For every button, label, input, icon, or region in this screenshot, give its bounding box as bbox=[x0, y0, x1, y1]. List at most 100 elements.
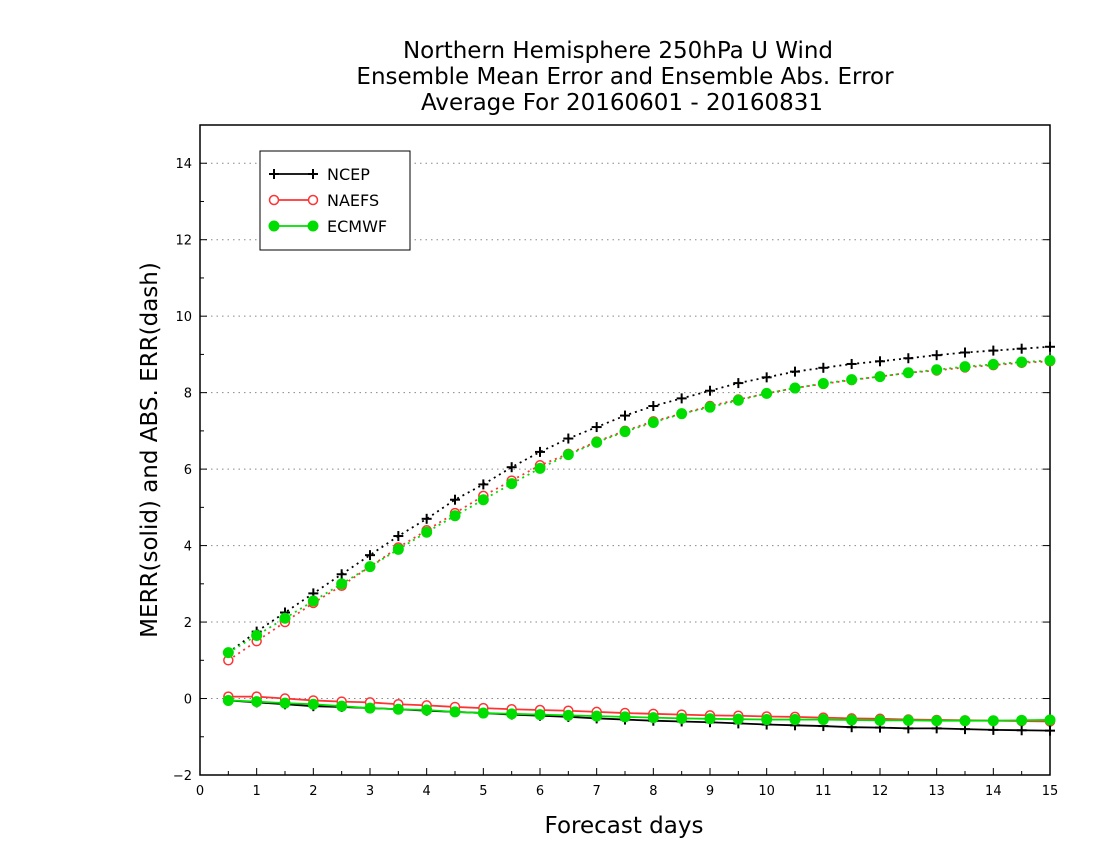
point-ncep-abs-err bbox=[931, 350, 942, 361]
point-ncep-abs-err bbox=[790, 366, 800, 377]
point-ecmwf-abs-err bbox=[676, 408, 688, 420]
point-ecmwf-mean-err bbox=[846, 714, 858, 726]
point-ecmwf-abs-err bbox=[817, 377, 829, 389]
x-tick-label: 3 bbox=[366, 784, 374, 799]
point-ncep-abs-err bbox=[988, 345, 999, 356]
point-ecmwf-mean-err bbox=[1016, 714, 1028, 726]
point-ncep-abs-err bbox=[676, 393, 687, 404]
legend: NCEP NAEFS ECMWF bbox=[259, 150, 411, 251]
point-ecmwf-abs-err bbox=[392, 543, 404, 555]
point-ecmwf-abs-err bbox=[307, 595, 319, 607]
x-axis-label: Forecast days bbox=[545, 813, 704, 839]
point-ecmwf-mean-err bbox=[449, 706, 461, 718]
point-ecmwf-abs-err bbox=[279, 612, 291, 624]
x-tick-label: 14 bbox=[985, 784, 1002, 799]
x-tick-label: 12 bbox=[872, 784, 889, 799]
point-ncep-abs-err bbox=[563, 433, 574, 444]
x-tick-label: 7 bbox=[593, 784, 601, 799]
legend-label-ecmwf: ECMWF bbox=[327, 217, 387, 236]
point-ecmwf-abs-err bbox=[704, 401, 716, 413]
point-ecmwf-mean-err bbox=[336, 700, 348, 712]
point-ncep-abs-err bbox=[960, 347, 970, 358]
point-ecmwf-abs-err bbox=[591, 436, 603, 448]
point-ecmwf-mean-err bbox=[562, 709, 574, 721]
point-ncep-abs-err bbox=[535, 446, 545, 457]
y-axis-label: MERR(solid) and ABS. ERR(dash) bbox=[137, 262, 163, 638]
point-ncep-abs-err bbox=[421, 513, 432, 524]
x-tick-label: 6 bbox=[536, 784, 544, 799]
point-ecmwf-abs-err bbox=[846, 374, 858, 386]
x-tick-label: 9 bbox=[706, 784, 714, 799]
x-tick-label: 11 bbox=[815, 784, 832, 799]
point-ecmwf-mean-err bbox=[647, 712, 659, 724]
point-ecmwf-mean-err bbox=[987, 715, 999, 727]
point-ncep-abs-err bbox=[336, 569, 347, 580]
point-ecmwf-abs-err bbox=[987, 358, 999, 370]
point-ecmwf-mean-err bbox=[307, 698, 319, 710]
point-ecmwf-abs-err bbox=[874, 371, 886, 383]
chart-title: Northern Hemisphere 250hPa U Wind Ensemb… bbox=[356, 38, 894, 116]
point-ecmwf-mean-err bbox=[477, 707, 489, 719]
point-ecmwf-mean-err bbox=[222, 694, 234, 706]
point-ecmwf-abs-err bbox=[902, 367, 914, 379]
x-tick-label: 13 bbox=[928, 784, 945, 799]
point-ecmwf-mean-err bbox=[279, 697, 291, 709]
point-ncep-abs-err bbox=[648, 401, 659, 412]
point-ncep-abs-err bbox=[591, 422, 602, 433]
point-ecmwf-abs-err bbox=[534, 462, 546, 474]
point-ecmwf-abs-err bbox=[251, 629, 263, 641]
legend-marker-ncep bbox=[308, 169, 318, 179]
y-tick-label: −2 bbox=[173, 769, 192, 784]
legend-label-naefs: NAEFS bbox=[327, 191, 379, 210]
legend-marker-ncep bbox=[269, 169, 279, 179]
point-ecmwf-abs-err bbox=[789, 382, 801, 394]
point-ecmwf-abs-err bbox=[761, 387, 773, 399]
point-ecmwf-abs-err bbox=[449, 510, 461, 522]
point-ecmwf-abs-err bbox=[1044, 355, 1056, 367]
point-ecmwf-mean-err bbox=[761, 714, 773, 726]
x-tick-label: 10 bbox=[758, 784, 775, 799]
point-ecmwf-abs-err bbox=[506, 478, 518, 490]
point-ecmwf-mean-err bbox=[959, 715, 971, 727]
point-ecmwf-mean-err bbox=[874, 714, 886, 726]
y-tick-label: 8 bbox=[184, 387, 192, 402]
legend-items: NCEP NAEFS ECMWF bbox=[268, 165, 387, 236]
point-ncep-abs-err bbox=[846, 358, 857, 369]
legend-marker-naefs bbox=[268, 194, 280, 206]
point-ncep-abs-err bbox=[733, 378, 744, 389]
point-ecmwf-abs-err bbox=[562, 449, 574, 461]
series-line-ecmwf-mean-err bbox=[228, 699, 1051, 722]
point-ncep-abs-err bbox=[875, 356, 885, 367]
point-ecmwf-mean-err bbox=[591, 710, 603, 722]
x-tick-label: 8 bbox=[649, 784, 657, 799]
title-line-3: Average For 20160601 - 20160831 bbox=[421, 90, 823, 116]
gridlines bbox=[200, 162, 1050, 776]
point-ecmwf-abs-err bbox=[1016, 356, 1028, 368]
point-ncep-mean-err bbox=[1045, 725, 1055, 736]
point-ncep-mean-err bbox=[988, 724, 999, 735]
point-ecmwf-mean-err bbox=[817, 714, 829, 726]
point-ecmwf-mean-err bbox=[732, 713, 744, 725]
point-ecmwf-abs-err bbox=[931, 364, 943, 376]
point-ecmwf-mean-err bbox=[619, 711, 631, 723]
point-ecmwf-mean-err bbox=[704, 713, 716, 725]
series-layer bbox=[222, 341, 1056, 736]
point-ncep-abs-err bbox=[478, 479, 489, 490]
point-ecmwf-abs-err bbox=[364, 561, 376, 573]
y-tick-label: 10 bbox=[175, 310, 192, 325]
y-tick-label: 6 bbox=[184, 463, 192, 478]
x-tick-label: 4 bbox=[423, 784, 431, 799]
point-ecmwf-mean-err bbox=[902, 714, 914, 726]
point-ecmwf-mean-err bbox=[251, 696, 263, 708]
y-tick-label: 12 bbox=[175, 234, 192, 249]
point-ncep-abs-err bbox=[705, 385, 715, 396]
point-ecmwf-abs-err bbox=[222, 647, 234, 659]
point-ecmwf-mean-err bbox=[506, 708, 518, 720]
point-ecmwf-mean-err bbox=[392, 703, 404, 715]
legend-marker-naefs bbox=[307, 194, 319, 206]
series-line-ecmwf-abs-err bbox=[227, 359, 1051, 654]
series-line-naefs-abs-err bbox=[227, 360, 1051, 662]
point-ecmwf-abs-err bbox=[619, 426, 631, 438]
